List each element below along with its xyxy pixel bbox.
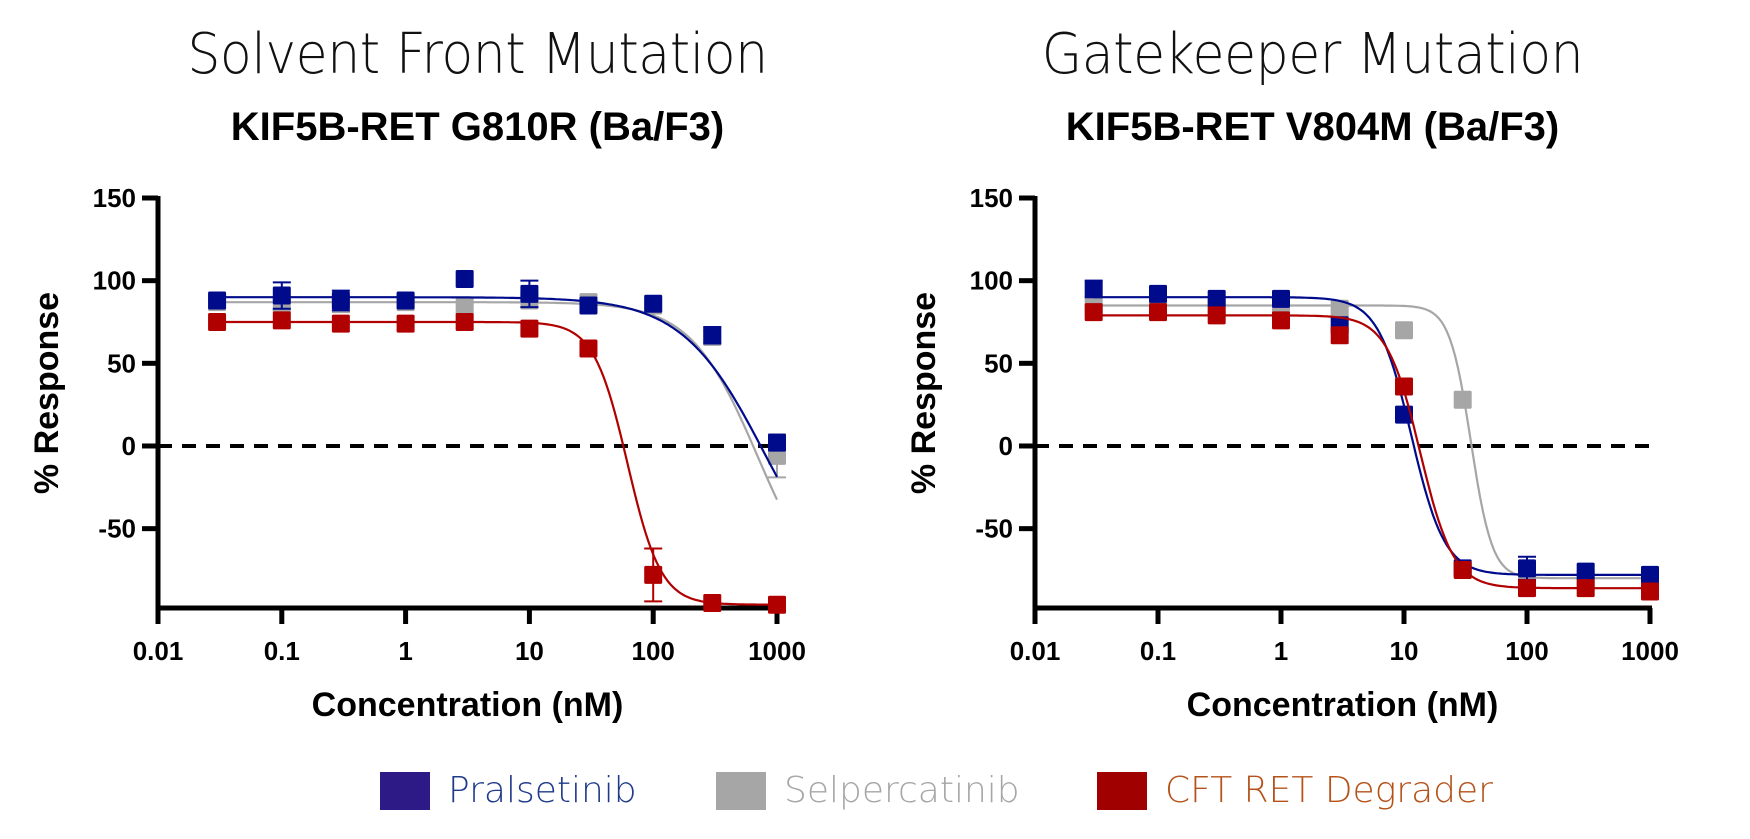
y-axis-title: % Response bbox=[905, 292, 943, 494]
legend-item-selpercatinib: Selpercatinib bbox=[716, 770, 1020, 811]
data-point-cft-ret-degrader bbox=[1518, 579, 1536, 598]
legend-swatch-pralsetinib bbox=[380, 771, 430, 810]
data-point-cft-ret-degrader bbox=[331, 314, 350, 333]
data-point-cft-ret-degrader bbox=[1641, 582, 1659, 601]
data-point-selpercatinib bbox=[1453, 390, 1472, 409]
y-tick-label: 50 bbox=[107, 348, 136, 378]
legend-label-pralsetinib: Pralsetinib bbox=[448, 770, 637, 811]
y-tick-label: -50 bbox=[98, 514, 136, 544]
data-point-cft-ret-degrader bbox=[703, 594, 722, 613]
x-tick-label: 0.1 bbox=[264, 636, 300, 666]
data-point-pralsetinib bbox=[703, 326, 722, 345]
data-point-cft-ret-degrader bbox=[396, 314, 415, 333]
data-point-pralsetinib bbox=[579, 296, 598, 315]
legend-item-pralsetinib: Pralsetinib bbox=[380, 770, 637, 811]
data-point-pralsetinib bbox=[1576, 562, 1595, 581]
series-cft-ret-degrader bbox=[1084, 303, 1659, 601]
x-axis-title: Concentration (nM) bbox=[1187, 686, 1499, 724]
x-tick-label: 100 bbox=[632, 636, 675, 666]
x-tick-label: 0.1 bbox=[1140, 636, 1176, 666]
series-pralsetinib bbox=[208, 270, 786, 478]
x-tick-label: 1000 bbox=[1621, 636, 1679, 666]
x-tick-label: 1000 bbox=[748, 636, 806, 666]
x-tick-label: 10 bbox=[1390, 636, 1419, 666]
data-point-pralsetinib bbox=[1207, 289, 1226, 308]
y-tick-label: 0 bbox=[999, 431, 1013, 461]
data-point-cft-ret-degrader bbox=[1330, 326, 1349, 345]
data-point-cft-ret-degrader bbox=[520, 319, 539, 338]
data-point-pralsetinib bbox=[331, 291, 350, 310]
x-axis-title: Concentration (nM) bbox=[312, 686, 624, 724]
data-point-cft-ret-degrader bbox=[1149, 303, 1167, 322]
y-tick-label: 100 bbox=[93, 266, 136, 296]
data-point-pralsetinib bbox=[1641, 565, 1659, 584]
y-tick-label: 150 bbox=[970, 183, 1013, 213]
legend-label-cft-ret-degrader: CFT RET Degrader bbox=[1165, 770, 1493, 811]
fit-curve-cft-ret-degrader bbox=[1093, 314, 1650, 590]
legend-item-cft-ret-degrader: CFT RET Degrader bbox=[1097, 770, 1493, 811]
data-point-pralsetinib bbox=[396, 291, 415, 310]
panel-title-left: Solvent Front Mutation bbox=[187, 22, 768, 87]
data-point-cft-ret-degrader bbox=[1453, 560, 1472, 579]
fit-curve-pralsetinib bbox=[217, 296, 778, 478]
fit-curve-selpercatinib bbox=[1093, 304, 1650, 580]
data-point-cft-ret-degrader bbox=[208, 312, 227, 331]
chart-panel-left: 150 100 50 0 -50 0.01 0.1 1 10 100 1000 Concentrati… bbox=[28, 183, 806, 724]
y-tick-label: -50 bbox=[975, 514, 1013, 544]
data-point-selpercatinib bbox=[455, 298, 474, 317]
chart-panel-right: 150 100 50 0 -50 0.01 0.1 1 10 100 1000 Concentrati… bbox=[905, 183, 1679, 724]
data-point-pralsetinib bbox=[208, 291, 227, 310]
series-pralsetinib bbox=[1084, 279, 1659, 584]
y-tick-label: 0 bbox=[122, 431, 136, 461]
panel-title-right: Gatekeeper Mutation bbox=[1041, 22, 1584, 87]
data-point-cft-ret-degrader bbox=[1576, 579, 1595, 598]
data-point-cft-ret-degrader bbox=[579, 339, 598, 358]
x-tick-label: 1 bbox=[1274, 636, 1288, 666]
x-tick-label: 1 bbox=[398, 636, 412, 666]
data-point-cft-ret-degrader bbox=[1207, 306, 1226, 325]
data-point-selpercatinib bbox=[1330, 299, 1349, 318]
data-point-cft-ret-degrader bbox=[272, 311, 291, 330]
legend-swatch-selpercatinib bbox=[716, 771, 766, 810]
x-tick-label: 10 bbox=[515, 636, 544, 666]
panel-subtitle-right: KIF5B-RET V804M (Ba/F3) bbox=[1065, 105, 1560, 149]
data-point-pralsetinib bbox=[1272, 289, 1290, 308]
fit-curve-cft-ret-degrader bbox=[217, 320, 778, 606]
x-tick-label: 0.01 bbox=[133, 636, 184, 666]
y-tick-label: 150 bbox=[93, 183, 136, 213]
x-tick-label: 100 bbox=[1505, 636, 1548, 666]
data-point-pralsetinib bbox=[1149, 284, 1167, 303]
y-axis-title: % Response bbox=[28, 292, 66, 494]
panel-subtitle-left: KIF5B-RET G810R (Ba/F3) bbox=[230, 105, 725, 149]
data-point-cft-ret-degrader bbox=[768, 595, 786, 614]
y-tick-label: 100 bbox=[970, 266, 1013, 296]
data-point-selpercatinib bbox=[1395, 321, 1413, 340]
fit-curve-selpercatinib bbox=[217, 301, 778, 501]
series-cft-ret-degrader bbox=[208, 311, 786, 614]
data-point-pralsetinib bbox=[520, 284, 539, 303]
legend-swatch-cft-ret-degrader bbox=[1097, 771, 1147, 810]
y-tick-label: 50 bbox=[984, 348, 1013, 378]
data-point-pralsetinib bbox=[455, 270, 474, 289]
data-point-pralsetinib bbox=[1518, 559, 1536, 578]
legend: Pralsetinib Selpercatinib CFT RET Degrad… bbox=[0, 770, 1750, 820]
data-point-cft-ret-degrader bbox=[644, 565, 663, 584]
data-point-cft-ret-degrader bbox=[455, 312, 474, 331]
x-tick-label: 0.01 bbox=[1010, 636, 1061, 666]
data-point-pralsetinib bbox=[1084, 279, 1103, 298]
fit-curve-pralsetinib bbox=[1093, 296, 1650, 576]
data-point-pralsetinib bbox=[644, 294, 663, 313]
legend-label-selpercatinib: Selpercatinib bbox=[784, 770, 1020, 811]
data-point-cft-ret-degrader bbox=[1084, 303, 1103, 322]
series-selpercatinib bbox=[1084, 294, 1659, 588]
data-point-cft-ret-degrader bbox=[1272, 311, 1290, 330]
data-point-pralsetinib bbox=[768, 433, 786, 452]
data-point-pralsetinib bbox=[272, 286, 291, 305]
data-point-cft-ret-degrader bbox=[1395, 377, 1413, 396]
